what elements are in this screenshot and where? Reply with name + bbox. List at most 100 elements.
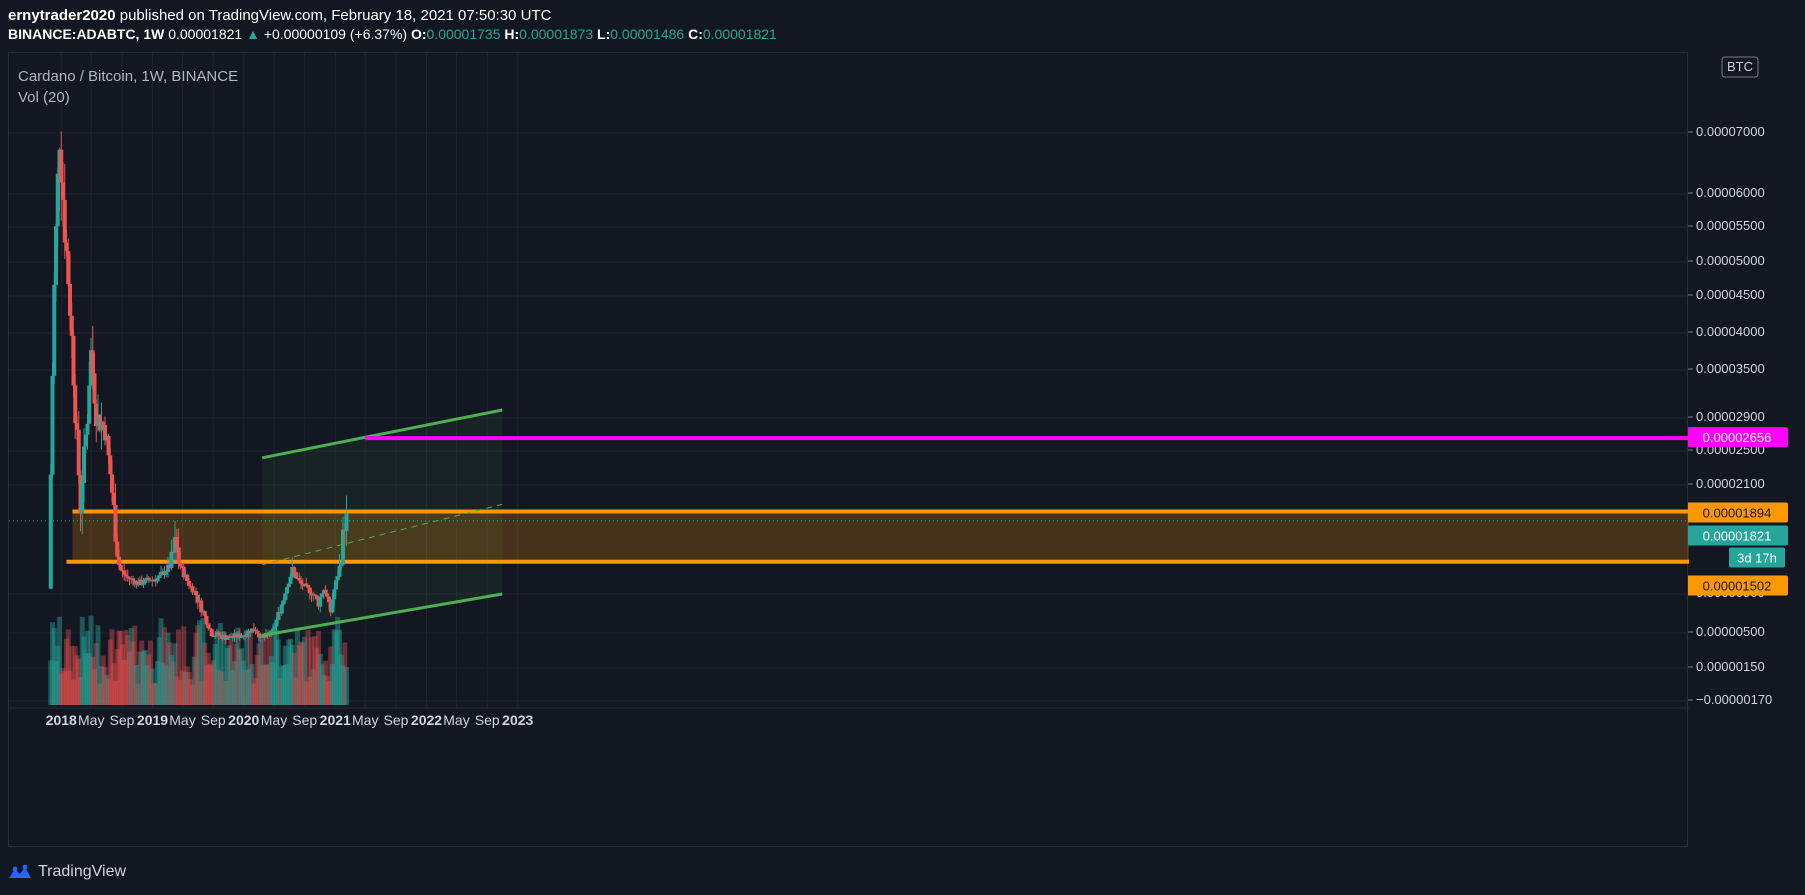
volume-bar — [205, 653, 211, 705]
price-axis[interactable]: 0.00007000 0.00006000 0.00005500 0.00005000… — [1688, 52, 1798, 847]
volume-bar — [288, 638, 293, 705]
volume-bar — [181, 626, 187, 705]
candle-body — [125, 576, 130, 578]
currency-badge[interactable]: BTC — [1721, 56, 1759, 78]
volume-bar — [163, 665, 169, 705]
candle-body — [117, 556, 121, 565]
channel-upper-line[interactable] — [261, 408, 503, 460]
volume-bar — [226, 645, 232, 705]
volume-bar — [268, 656, 274, 705]
candle-body — [293, 571, 298, 579]
volume-bar — [340, 665, 346, 705]
time-axis[interactable]: 2018 May Sep 2019 May Sep 2020 May Sep 2021 May Sep… — [9, 707, 1689, 728]
candle-body — [50, 375, 55, 475]
volume-bar — [90, 656, 96, 705]
resistance-zone[interactable] — [66, 509, 1690, 564]
chart-pane[interactable]: 2018 May Sep 2019 May Sep 2020 May Sep 2021 May Sep… — [8, 52, 1689, 848]
volume-bar — [335, 616, 341, 705]
candle-body — [250, 628, 254, 633]
volume-bar — [158, 618, 164, 705]
price-chart[interactable]: 2018 May Sep 2019 May Sep 2020 May Sep 2021 May Sep… — [9, 53, 1689, 848]
price-badge-target[interactable]: 0.00002656 — [1688, 427, 1788, 448]
badge-bg — [1688, 525, 1788, 546]
volume-bar — [92, 669, 97, 705]
candle-body — [178, 562, 183, 567]
candle-body — [285, 587, 289, 594]
volume-bar — [160, 662, 166, 705]
volume-bar — [184, 666, 190, 705]
price-badge-zone-bottom[interactable]: 0.00001502 — [1688, 575, 1788, 596]
candle-body — [103, 424, 107, 441]
badge-bg — [1688, 575, 1788, 596]
footer[interactable]: TradingView — [8, 860, 126, 884]
volume-bar — [272, 626, 278, 705]
drawings[interactable] — [9, 408, 1689, 637]
price-tick-label: 0.00000500 — [1696, 624, 1765, 639]
high-label: H: — [504, 26, 520, 42]
candle-body — [209, 629, 214, 637]
volume-bar — [151, 683, 157, 705]
volume-bar — [116, 630, 122, 705]
volume-bar — [132, 625, 138, 705]
author-name[interactable]: ernytrader2020 — [8, 7, 116, 24]
price-badge-zone-top[interactable]: 0.00001894 — [1688, 502, 1788, 523]
close-value: 0.00001821 — [702, 26, 777, 42]
low-label: L: — [597, 26, 611, 42]
candle-body — [143, 578, 148, 584]
low-value: 0.00001486 — [610, 26, 685, 42]
volume-bar — [261, 638, 267, 705]
volume-bar — [265, 664, 271, 705]
channel-fill — [262, 410, 503, 636]
volume-bar — [78, 677, 83, 705]
candle-body — [80, 482, 85, 514]
volume-bar — [260, 665, 265, 705]
candle-body — [213, 635, 218, 637]
volume-bar — [337, 629, 342, 705]
candle-body — [187, 581, 191, 586]
volume-bar — [83, 653, 89, 705]
candle-body — [146, 577, 151, 581]
volume-bar — [342, 642, 348, 705]
volume-bar — [128, 628, 134, 705]
volume-bar — [281, 665, 286, 705]
volume-bar — [142, 649, 148, 705]
candle-body — [309, 593, 314, 596]
candle-body — [339, 564, 344, 566]
candle-body — [101, 421, 106, 425]
candle-body — [52, 284, 57, 376]
candle-body — [306, 585, 310, 588]
volume-bar — [200, 618, 206, 705]
candle-body — [181, 566, 186, 578]
symbol-label: BINANCE:ADABTC, 1W — [8, 26, 165, 42]
open-label: O: — [410, 26, 427, 42]
volume-bar — [310, 669, 316, 705]
time-tick-label: 2023 — [502, 712, 533, 728]
volume-bar — [270, 662, 276, 705]
volume-bar — [277, 678, 283, 705]
candle-body — [113, 504, 118, 542]
volume-bar — [228, 637, 234, 705]
price-tick-label: 0.00004000 — [1696, 324, 1765, 339]
volume-bar — [330, 663, 335, 705]
price-change: +0.00000109 (+6.37%) — [263, 26, 408, 42]
channel-midline[interactable] — [262, 503, 503, 566]
volume-bar — [172, 643, 178, 705]
footer-brand: TradingView — [38, 863, 127, 880]
volume-bar — [118, 631, 124, 705]
volume-bar — [146, 654, 152, 705]
candle-body — [314, 595, 319, 600]
candle-body — [281, 600, 286, 605]
volume-bar — [295, 627, 300, 705]
price-badge-last-price[interactable]: 0.00001821 — [1688, 525, 1788, 546]
volume-bar — [284, 664, 290, 705]
candle-body — [229, 635, 233, 638]
channel-lower-line[interactable] — [261, 592, 503, 637]
candle-body — [115, 541, 120, 557]
volume-bar — [223, 680, 229, 705]
volume-bar — [258, 635, 264, 705]
price-badge-countdown[interactable]: 3d 17h — [1729, 547, 1785, 568]
high-value: 0.00001873 — [519, 26, 594, 42]
price-tick-label: 0.00002900 — [1696, 409, 1765, 424]
volume-bar — [88, 615, 94, 705]
volume-bar — [86, 653, 92, 705]
